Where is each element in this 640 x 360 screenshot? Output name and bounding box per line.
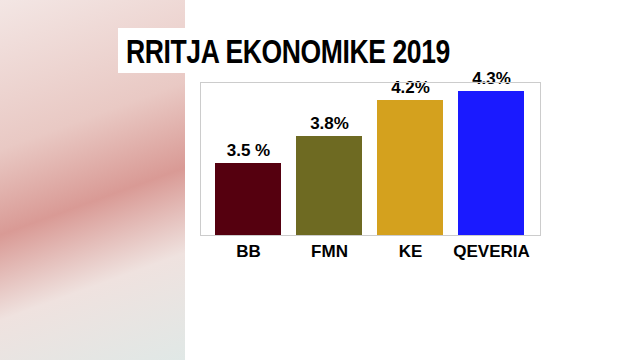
- svg-text:BB: BB: [236, 242, 261, 261]
- svg-text:4.2%: 4.2%: [391, 78, 430, 97]
- svg-text:3.5 %: 3.5 %: [227, 141, 270, 160]
- svg-text:4.3%: 4.3%: [472, 69, 511, 88]
- html-text:RRITJA EKONOMIKE 2019: RRITJA EKONOMIKE 2019: [126, 32, 450, 70]
- svg-text:KE: KE: [399, 242, 423, 261]
- svg-text:3.8%: 3.8%: [310, 114, 349, 133]
- svg-text:QEVERIA: QEVERIA: [453, 242, 530, 261]
- svg-text:FMN: FMN: [311, 242, 348, 261]
